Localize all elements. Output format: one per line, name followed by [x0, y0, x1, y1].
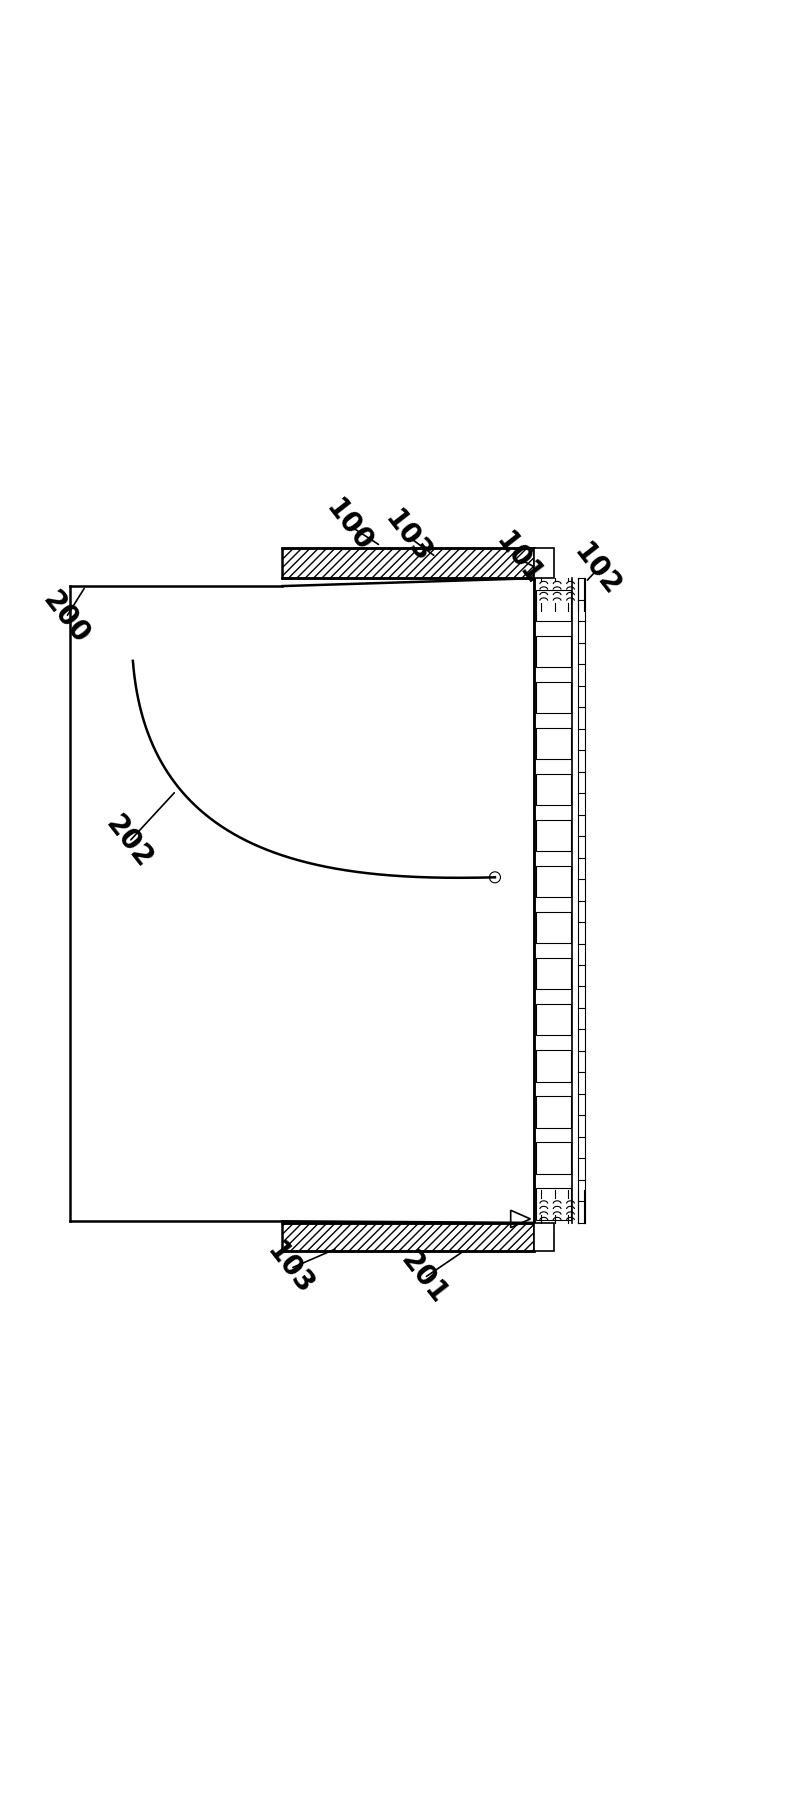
Text: 201: 201 — [395, 1247, 453, 1310]
Bar — [536, 911, 570, 944]
Bar — [536, 820, 570, 852]
Bar — [536, 635, 570, 667]
Bar — [536, 1049, 570, 1082]
Text: 102: 102 — [569, 538, 626, 601]
Bar — [536, 1143, 570, 1173]
Bar — [536, 958, 570, 990]
Bar — [536, 682, 570, 714]
Bar — [534, 1224, 554, 1250]
Bar — [536, 590, 570, 621]
Bar — [536, 1188, 570, 1220]
Bar — [534, 549, 554, 578]
Bar — [536, 773, 570, 806]
Text: 103: 103 — [380, 506, 437, 569]
Bar — [283, 549, 534, 578]
Text: 101: 101 — [489, 527, 547, 590]
Bar — [536, 1005, 570, 1035]
Text: 103: 103 — [261, 1238, 319, 1301]
Text: 100: 100 — [320, 493, 378, 556]
Bar — [536, 867, 570, 897]
Bar — [536, 1096, 570, 1128]
Bar — [536, 728, 570, 759]
Bar — [283, 1224, 534, 1250]
Text: 202: 202 — [100, 811, 158, 874]
Text: 200: 200 — [37, 587, 95, 649]
